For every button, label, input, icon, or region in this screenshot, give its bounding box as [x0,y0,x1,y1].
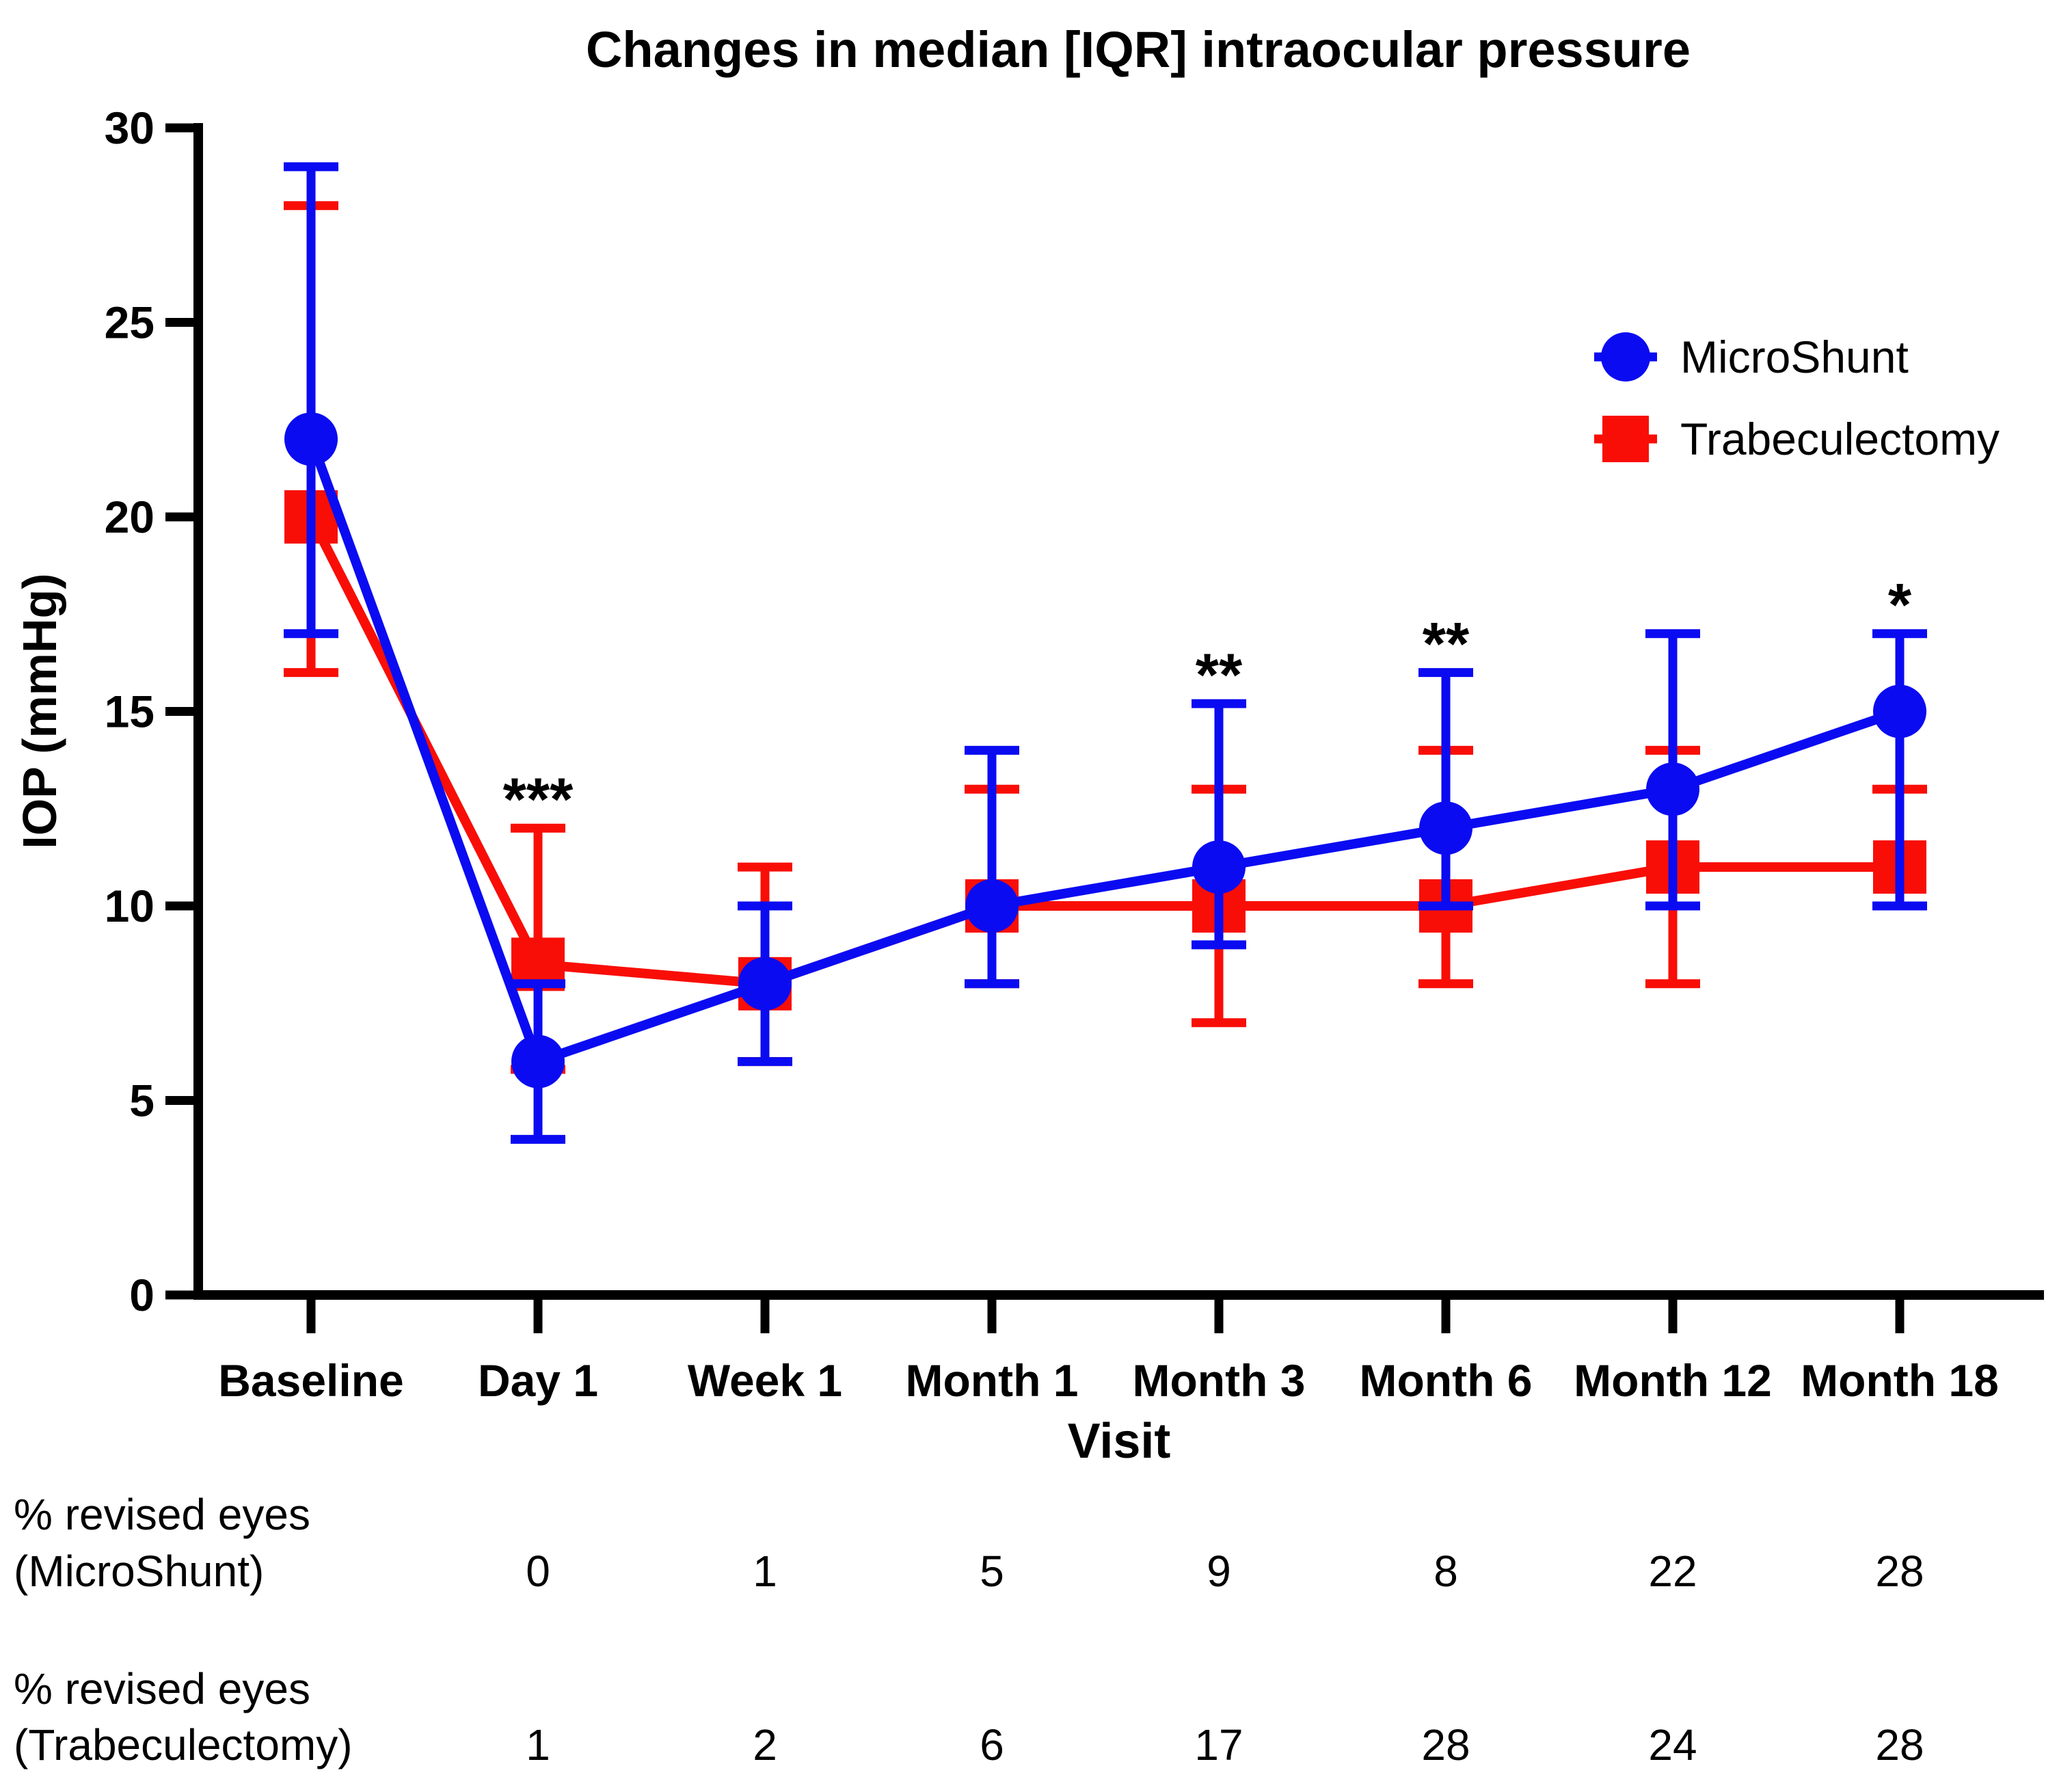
legend: MicroShunt Trabeculectomy [1594,332,2000,464]
legend-item-trabeculectomy: Trabeculectomy [1594,414,2000,464]
table-value: 8 [1434,1547,1458,1596]
significance-annotation: *** [503,765,574,833]
data-point-marker [284,412,338,466]
y-axis-label: IOP (mmHg) [13,573,66,849]
significance-annotation: ** [1423,610,1470,678]
table-value: 1 [753,1547,777,1596]
data-point-marker [965,879,1019,933]
table-value: 2 [753,1720,777,1769]
table-value: 28 [1875,1720,1924,1769]
x-category-label: Month 3 [1133,1355,1306,1406]
table-value: 24 [1648,1720,1697,1769]
x-category-label: Month 18 [1801,1355,1999,1406]
series-line [306,437,1902,1068]
x-category-label: Baseline [218,1355,403,1406]
microshunt-marker-icon [1601,332,1650,382]
data-point-marker [1646,762,1699,816]
table-value: 9 [1207,1547,1231,1596]
legend-label-trabeculectomy: Trabeculectomy [1680,414,2000,464]
x-category-label: Week 1 [688,1355,842,1406]
table-value: 28 [1421,1720,1470,1769]
data-series [284,162,1927,1144]
table-value: 22 [1648,1547,1697,1596]
data-point-marker [511,1034,565,1088]
data-point-marker [738,957,792,1011]
revision-table-row-labels: % revised eyes (MicroShunt) % revised ey… [14,1490,353,1769]
data-point-marker [1192,840,1246,894]
x-axis-label: Visit [1068,1414,1171,1469]
x-category-label: Month 1 [906,1355,1079,1406]
significance-annotation: * [1888,571,1912,639]
legend-item-microshunt: MicroShunt [1594,332,1909,382]
y-tick-label: 25 [105,297,154,348]
x-category-label: Day 1 [478,1355,598,1406]
y-tick-label: 5 [129,1076,154,1126]
table-value: 1 [526,1720,550,1769]
chart-title: Changes in median [IQR] intraocular pres… [586,21,1691,78]
revision-table-values: 0 1 5 9 8 22 28 1 2 6 17 28 24 28 [526,1547,1924,1769]
x-category-label: Month 12 [1574,1355,1772,1406]
table-value: 5 [980,1547,1004,1596]
significance-annotations: ***** *** [503,571,1912,833]
significance-annotation: ** [1196,641,1243,708]
data-point-marker [1419,801,1472,855]
trabeculectomy-marker-icon [1602,416,1649,462]
y-tick-label: 20 [105,492,154,542]
table-row1-label-line2: (MicroShunt) [14,1547,264,1596]
table-row2-label-line2: (Trabeculectomy) [14,1720,353,1769]
table-value: 6 [980,1720,1004,1769]
table-value: 28 [1875,1547,1924,1596]
table-value: 17 [1194,1720,1243,1769]
y-tick-label: 30 [105,103,154,153]
series-line [306,514,1900,989]
y-tick-label: 10 [105,881,154,931]
y-tick-label: 15 [105,686,154,737]
legend-label-microshunt: MicroShunt [1680,332,1909,382]
table-value: 0 [526,1547,550,1596]
series-microshunt [284,162,1927,1144]
table-row2-label-line1: % revised eyes [14,1664,310,1713]
x-category-label: Month 6 [1360,1355,1533,1406]
table-row1-label-line1: % revised eyes [14,1490,310,1539]
x-axis-ticks: Baseline Day 1 Week 1 Month 1 Month 3 Month 6… [218,1300,1999,1406]
y-axis-ticks: 0 5 10 15 20 25 30 [105,103,193,1320]
data-point-marker [1873,684,1926,738]
y-tick-label: 0 [129,1270,154,1320]
